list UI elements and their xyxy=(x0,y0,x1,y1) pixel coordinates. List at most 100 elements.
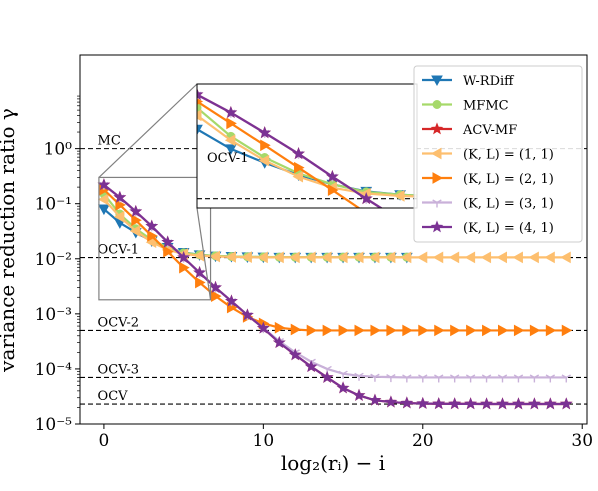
data-point xyxy=(197,124,203,136)
legend-label: ACV-MF xyxy=(462,123,517,138)
data-point xyxy=(113,190,127,203)
y-tick-label: 10⁻⁵ xyxy=(35,415,73,435)
data-point xyxy=(402,324,413,337)
data-point xyxy=(400,396,414,409)
data-point xyxy=(337,251,348,264)
data-point xyxy=(529,374,540,383)
data-point xyxy=(288,348,302,361)
legend-entry: MFMC xyxy=(422,99,509,114)
data-point xyxy=(395,215,405,224)
data-point xyxy=(402,374,412,383)
data-point xyxy=(224,134,236,147)
data-point xyxy=(432,172,444,184)
data-point xyxy=(338,370,348,379)
data-point xyxy=(224,144,237,155)
data-point xyxy=(482,324,493,337)
legend-label: (K, L) = (1, 1) xyxy=(463,148,554,163)
data-point xyxy=(326,170,339,183)
data-point xyxy=(352,251,364,264)
data-point xyxy=(448,251,460,264)
data-point xyxy=(305,251,316,264)
y-tick-label: 10⁻² xyxy=(35,250,72,270)
data-point xyxy=(290,323,302,336)
data-point xyxy=(195,276,206,289)
legend-label: W-RDiff xyxy=(463,74,515,89)
reference-label: OCV-1 xyxy=(98,243,139,258)
legend-label: (K, L) = (4, 1) xyxy=(463,221,554,236)
data-point xyxy=(559,397,573,410)
data-point xyxy=(197,109,202,122)
data-point xyxy=(260,139,271,152)
data-point xyxy=(448,397,461,410)
data-point xyxy=(289,251,300,264)
data-point xyxy=(431,75,443,87)
series-group xyxy=(97,193,571,264)
data-point xyxy=(480,397,493,410)
zoom-connector xyxy=(98,83,198,178)
data-point xyxy=(273,251,284,264)
legend-entry: (K, L) = (2, 1) xyxy=(422,172,554,187)
data-point xyxy=(193,266,206,279)
data-point xyxy=(434,324,445,337)
data-point xyxy=(145,236,157,249)
inset-series-line xyxy=(197,93,383,208)
data-point xyxy=(498,324,509,337)
data-point xyxy=(430,147,442,160)
data-point xyxy=(396,218,405,226)
y-tick-label: 10⁻⁴ xyxy=(35,360,73,380)
data-point xyxy=(561,324,573,337)
data-point xyxy=(481,374,492,383)
data-point xyxy=(544,251,555,264)
data-point xyxy=(465,374,476,383)
data-point xyxy=(225,251,236,263)
data-point xyxy=(354,324,366,337)
data-point xyxy=(512,397,525,410)
inset-plot: OCV-1 xyxy=(196,83,418,226)
data-point xyxy=(274,321,286,334)
data-point xyxy=(197,87,204,100)
data-point xyxy=(354,372,364,381)
data-point xyxy=(209,280,222,293)
data-point xyxy=(370,324,381,337)
data-point xyxy=(384,251,396,264)
data-point xyxy=(430,122,444,135)
data-point xyxy=(177,250,190,263)
data-point xyxy=(449,374,460,383)
legend-label: MFMC xyxy=(463,99,509,114)
inset-series-group xyxy=(197,109,417,202)
data-point xyxy=(97,178,111,191)
data-point xyxy=(258,126,272,139)
data-point xyxy=(211,290,222,302)
data-point xyxy=(370,373,380,382)
data-point xyxy=(418,374,428,383)
x-tick-label: 0 xyxy=(99,431,110,451)
x-axis-label: log₂(rᵢ) − i xyxy=(281,451,385,475)
data-point xyxy=(320,370,334,383)
y-tick-label: 10⁻¹ xyxy=(35,195,72,215)
data-point xyxy=(304,360,318,373)
data-point xyxy=(226,117,237,130)
zoom-indicator xyxy=(98,83,212,301)
legend-entry: W-RDiff xyxy=(422,74,515,89)
data-point xyxy=(528,397,541,410)
data-point xyxy=(225,294,238,307)
data-point xyxy=(432,100,442,109)
data-point xyxy=(129,225,141,237)
data-point xyxy=(306,324,318,337)
inset-series-line xyxy=(197,114,417,198)
reference-label: OCV-3 xyxy=(98,362,139,377)
data-point xyxy=(292,170,304,183)
data-point xyxy=(545,324,557,337)
data-point xyxy=(513,374,524,383)
y-axis-label: variance reduction ratio γ xyxy=(0,108,19,373)
data-point xyxy=(129,204,143,217)
data-point xyxy=(432,397,446,410)
legend-label: (K, L) = (3, 1) xyxy=(463,197,554,212)
data-point xyxy=(336,381,350,394)
data-point xyxy=(161,235,175,248)
data-point xyxy=(432,199,442,208)
data-point xyxy=(115,199,126,211)
data-point xyxy=(257,321,270,334)
zoom-box xyxy=(98,176,212,301)
